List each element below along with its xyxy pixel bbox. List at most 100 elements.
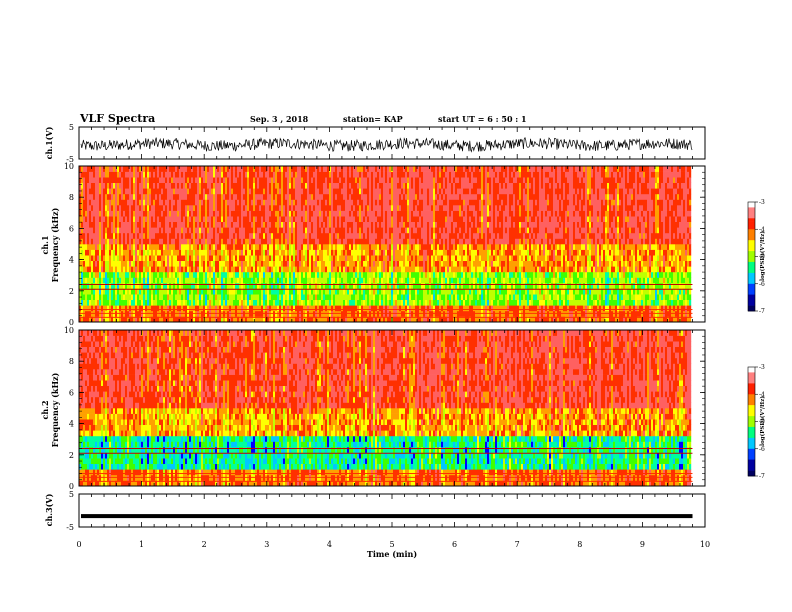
- ch1-spectrogram-cell: [91, 216, 94, 222]
- ch1-spectrogram-cell: [391, 305, 394, 312]
- ch1-spectrogram-cell: [375, 271, 378, 278]
- ch1-spectrogram-cell: [319, 255, 322, 261]
- ch1-spectrogram-cell: [167, 294, 170, 300]
- ch1-spectrogram-cell: [171, 166, 174, 172]
- ch1-spectrogram-cell: [357, 221, 360, 228]
- ch1-spectrogram-cell: [317, 277, 320, 284]
- ch1-spectrogram-cell: [397, 266, 400, 273]
- ch1-spectrogram-cell: [95, 182, 98, 189]
- ch1-spectrogram-cell: [301, 266, 304, 273]
- ch1-spectrogram-cell: [259, 277, 262, 284]
- ch1-spectrogram-cell: [193, 188, 196, 195]
- ch1-spectrogram-cell: [139, 232, 142, 239]
- ch1-spectrogram-cell: [157, 193, 160, 200]
- ch1-spectrogram-cell: [337, 227, 340, 234]
- ch1-spectrogram-cell: [325, 188, 328, 195]
- ch1-spectrogram-cell: [137, 244, 140, 250]
- ch1-spectrogram-cell: [381, 221, 384, 228]
- ch1-spectrogram-cell: [105, 188, 108, 195]
- ch1-spectrogram-cell: [181, 182, 184, 189]
- ch1-spectrogram-cell: [349, 232, 352, 239]
- ch1-spectrogram-cell: [105, 193, 108, 200]
- ch1-spectrogram-cell: [127, 288, 130, 295]
- ch1-spectrogram-cell: [321, 238, 324, 245]
- ch1-spectrogram-cell: [215, 299, 218, 306]
- ch1-spectrogram-cell: [267, 244, 270, 250]
- ch1-spectrogram-cell: [401, 266, 404, 273]
- ch1-spectrogram-cell: [249, 277, 252, 284]
- ch1-spectrogram-cell: [143, 227, 146, 234]
- ch1-spectrogram-cell: [319, 216, 322, 222]
- ch1-spectrogram-cell: [289, 260, 292, 267]
- ch1-spectrogram-cell: [231, 182, 234, 189]
- ch1-spectrogram-cell: [297, 299, 300, 306]
- ch1-spectrogram-cell: [341, 232, 344, 239]
- ch1-spectrogram-cell: [261, 299, 264, 306]
- ch1-spectrogram-cell: [313, 283, 316, 289]
- ch1-spectrogram-cell: [275, 199, 278, 206]
- ch1-spectrogram-cell: [107, 316, 110, 323]
- ch1-spectrogram-cell: [385, 260, 388, 267]
- ch1-spectrogram-cell: [343, 277, 346, 284]
- ch1-spectrogram-cell: [271, 216, 274, 222]
- ch1-spectrogram-cell: [107, 255, 110, 261]
- ch1-spectrogram-cell: [361, 232, 364, 239]
- ch1-spectrogram-cell: [277, 232, 280, 239]
- ch1-spectrogram-cell: [187, 210, 190, 217]
- ch1-spectrogram-cell: [211, 166, 214, 172]
- ch1-spectrogram-cell: [421, 210, 424, 217]
- ch1-spectrogram-cell: [207, 255, 210, 261]
- ch1-spectrogram-cell: [125, 171, 128, 178]
- ch1-spectrogram-cell: [129, 227, 132, 234]
- ch1-spectrogram-cell: [231, 271, 234, 278]
- ch1-spectrogram-cell: [355, 238, 358, 245]
- ch1-spectrogram-cell: [131, 283, 134, 289]
- ch1-spectrogram-cell: [165, 271, 168, 278]
- ch1-spectrogram-cell: [369, 205, 372, 211]
- ch1-spectrogram-cell: [295, 221, 298, 228]
- ch1-spectrogram-cell: [337, 177, 340, 183]
- ch1-spectrogram-cell: [123, 232, 126, 239]
- ch1-spectrogram-cell: [153, 299, 156, 306]
- ch1-spectrogram-cell: [371, 171, 374, 178]
- ch1-spectrogram-cell: [141, 227, 144, 234]
- ch1-spectrogram-cell: [403, 177, 406, 183]
- ch1-spectrogram-cell: [161, 188, 164, 195]
- ch1-spectrogram-cell: [169, 249, 172, 256]
- ch1-spectrogram-cell: [317, 255, 320, 261]
- ch1-spectrogram-cell: [291, 283, 294, 289]
- ch1-spectrogram-cell: [397, 244, 400, 250]
- ch1-spectrogram-cell: [213, 244, 216, 250]
- ch1-spectrogram-cell: [209, 193, 212, 200]
- ch1-spectrogram-cell: [385, 283, 388, 289]
- ch1-spectrogram-cell: [377, 305, 380, 312]
- ch1-spectrogram-cell: [411, 316, 414, 323]
- ch1-spectrogram-cell: [273, 205, 276, 211]
- ch1-spectrogram-cell: [399, 238, 402, 245]
- ch1-spectrogram-cell: [263, 294, 266, 300]
- ch1-spectrogram-cell: [101, 260, 104, 267]
- ch1-spectrogram-cell: [287, 238, 290, 245]
- ch1-spectrogram-cell: [175, 210, 178, 217]
- ch1-spectrogram-cell: [267, 266, 270, 273]
- ch1-spectrogram-cell: [283, 188, 286, 195]
- ch1-spectrogram-cell: [355, 182, 358, 189]
- ch1-spectrogram-cell: [305, 238, 308, 245]
- ch1-spectrogram-cell: [319, 199, 322, 206]
- ch1-spectrogram-cell: [205, 210, 208, 217]
- ch1-spectrogram-cell: [151, 177, 154, 183]
- ch1-spectrogram-cell: [357, 260, 360, 267]
- ch1-spectrogram-cell: [255, 188, 258, 195]
- ch1-spectrogram-cell: [173, 232, 176, 239]
- ch1-spectrogram-cell: [293, 227, 296, 234]
- ch1-spectrogram-cell: [209, 244, 212, 250]
- ch1-spectrogram-cell: [249, 283, 252, 289]
- ch1-spectrogram-cell: [307, 227, 310, 234]
- ch1-spectrogram-cell: [265, 166, 268, 172]
- ch1-spectrogram-cell: [359, 277, 362, 284]
- ch1-spectrogram-cell: [203, 255, 206, 261]
- ch1-spectrogram-cell: [335, 199, 338, 206]
- ch1-spectrogram-cell: [117, 244, 120, 250]
- ch1-spectrogram-cell: [275, 182, 278, 189]
- ch1-spectrogram-cell: [247, 294, 250, 300]
